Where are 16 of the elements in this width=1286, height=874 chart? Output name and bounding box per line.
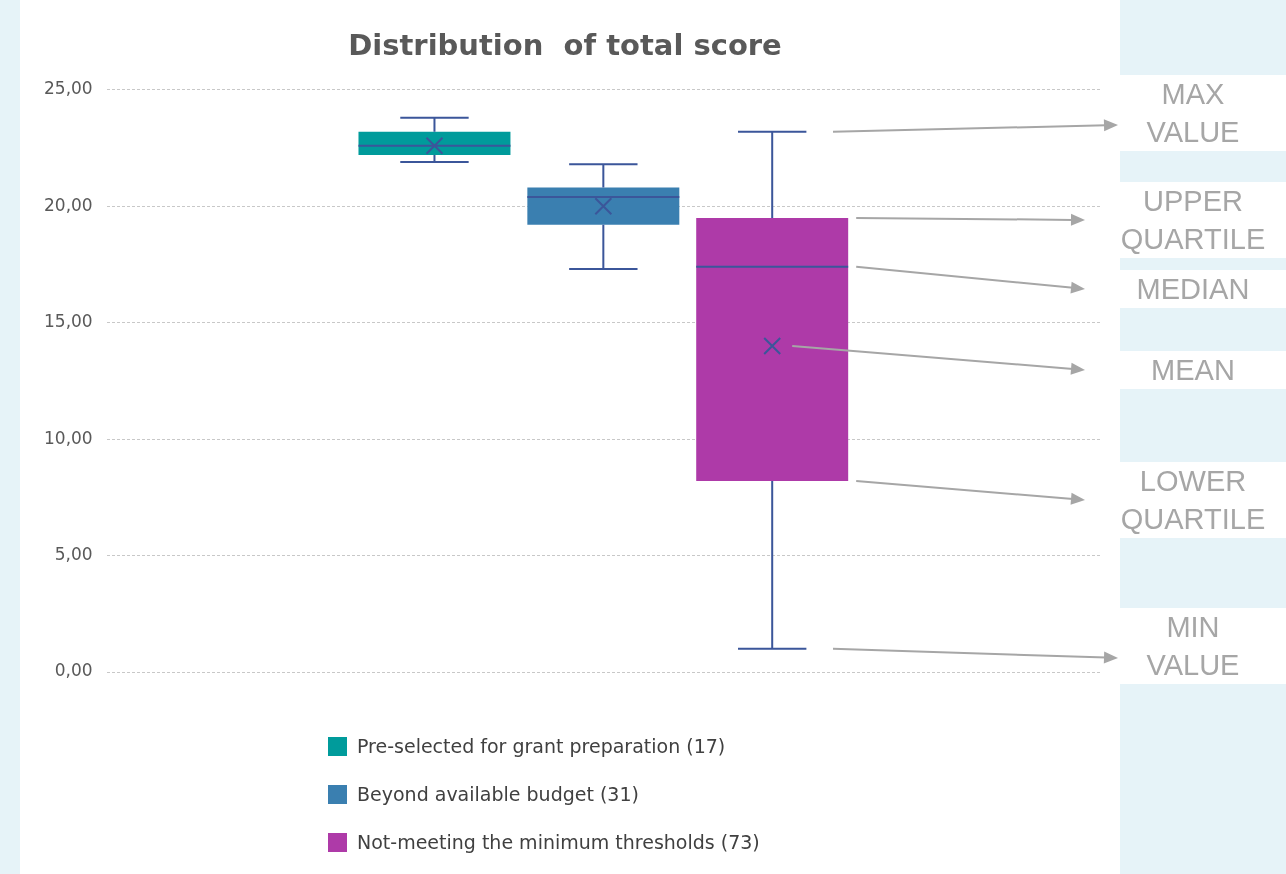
text: MEAN	[1100, 351, 1286, 389]
text: UPPER QUARTILE	[1100, 182, 1286, 258]
text: LOWER QUARTILE	[1100, 462, 1286, 538]
y-tick-label: 0,00	[54, 660, 93, 681]
y-tick-label: 10,00	[44, 427, 93, 448]
text: MAX VALUE	[1100, 75, 1286, 151]
text: MIN VALUE	[1100, 608, 1286, 684]
y-tick-label: 5,00	[54, 543, 93, 564]
legend-label: Pre-selected for grant preparation (17)	[357, 735, 726, 757]
legend-label: Not-meeting the minimum thresholds (73)	[357, 831, 760, 853]
legend-label: Beyond available budget (31)	[357, 783, 639, 805]
text: MEDIAN	[1100, 270, 1286, 308]
chart-title: Distribution of total score	[348, 27, 782, 62]
y-tick-label: 20,00	[44, 194, 93, 215]
y-tick-label: 15,00	[44, 311, 93, 332]
y-tick-label: 25,00	[44, 78, 93, 99]
